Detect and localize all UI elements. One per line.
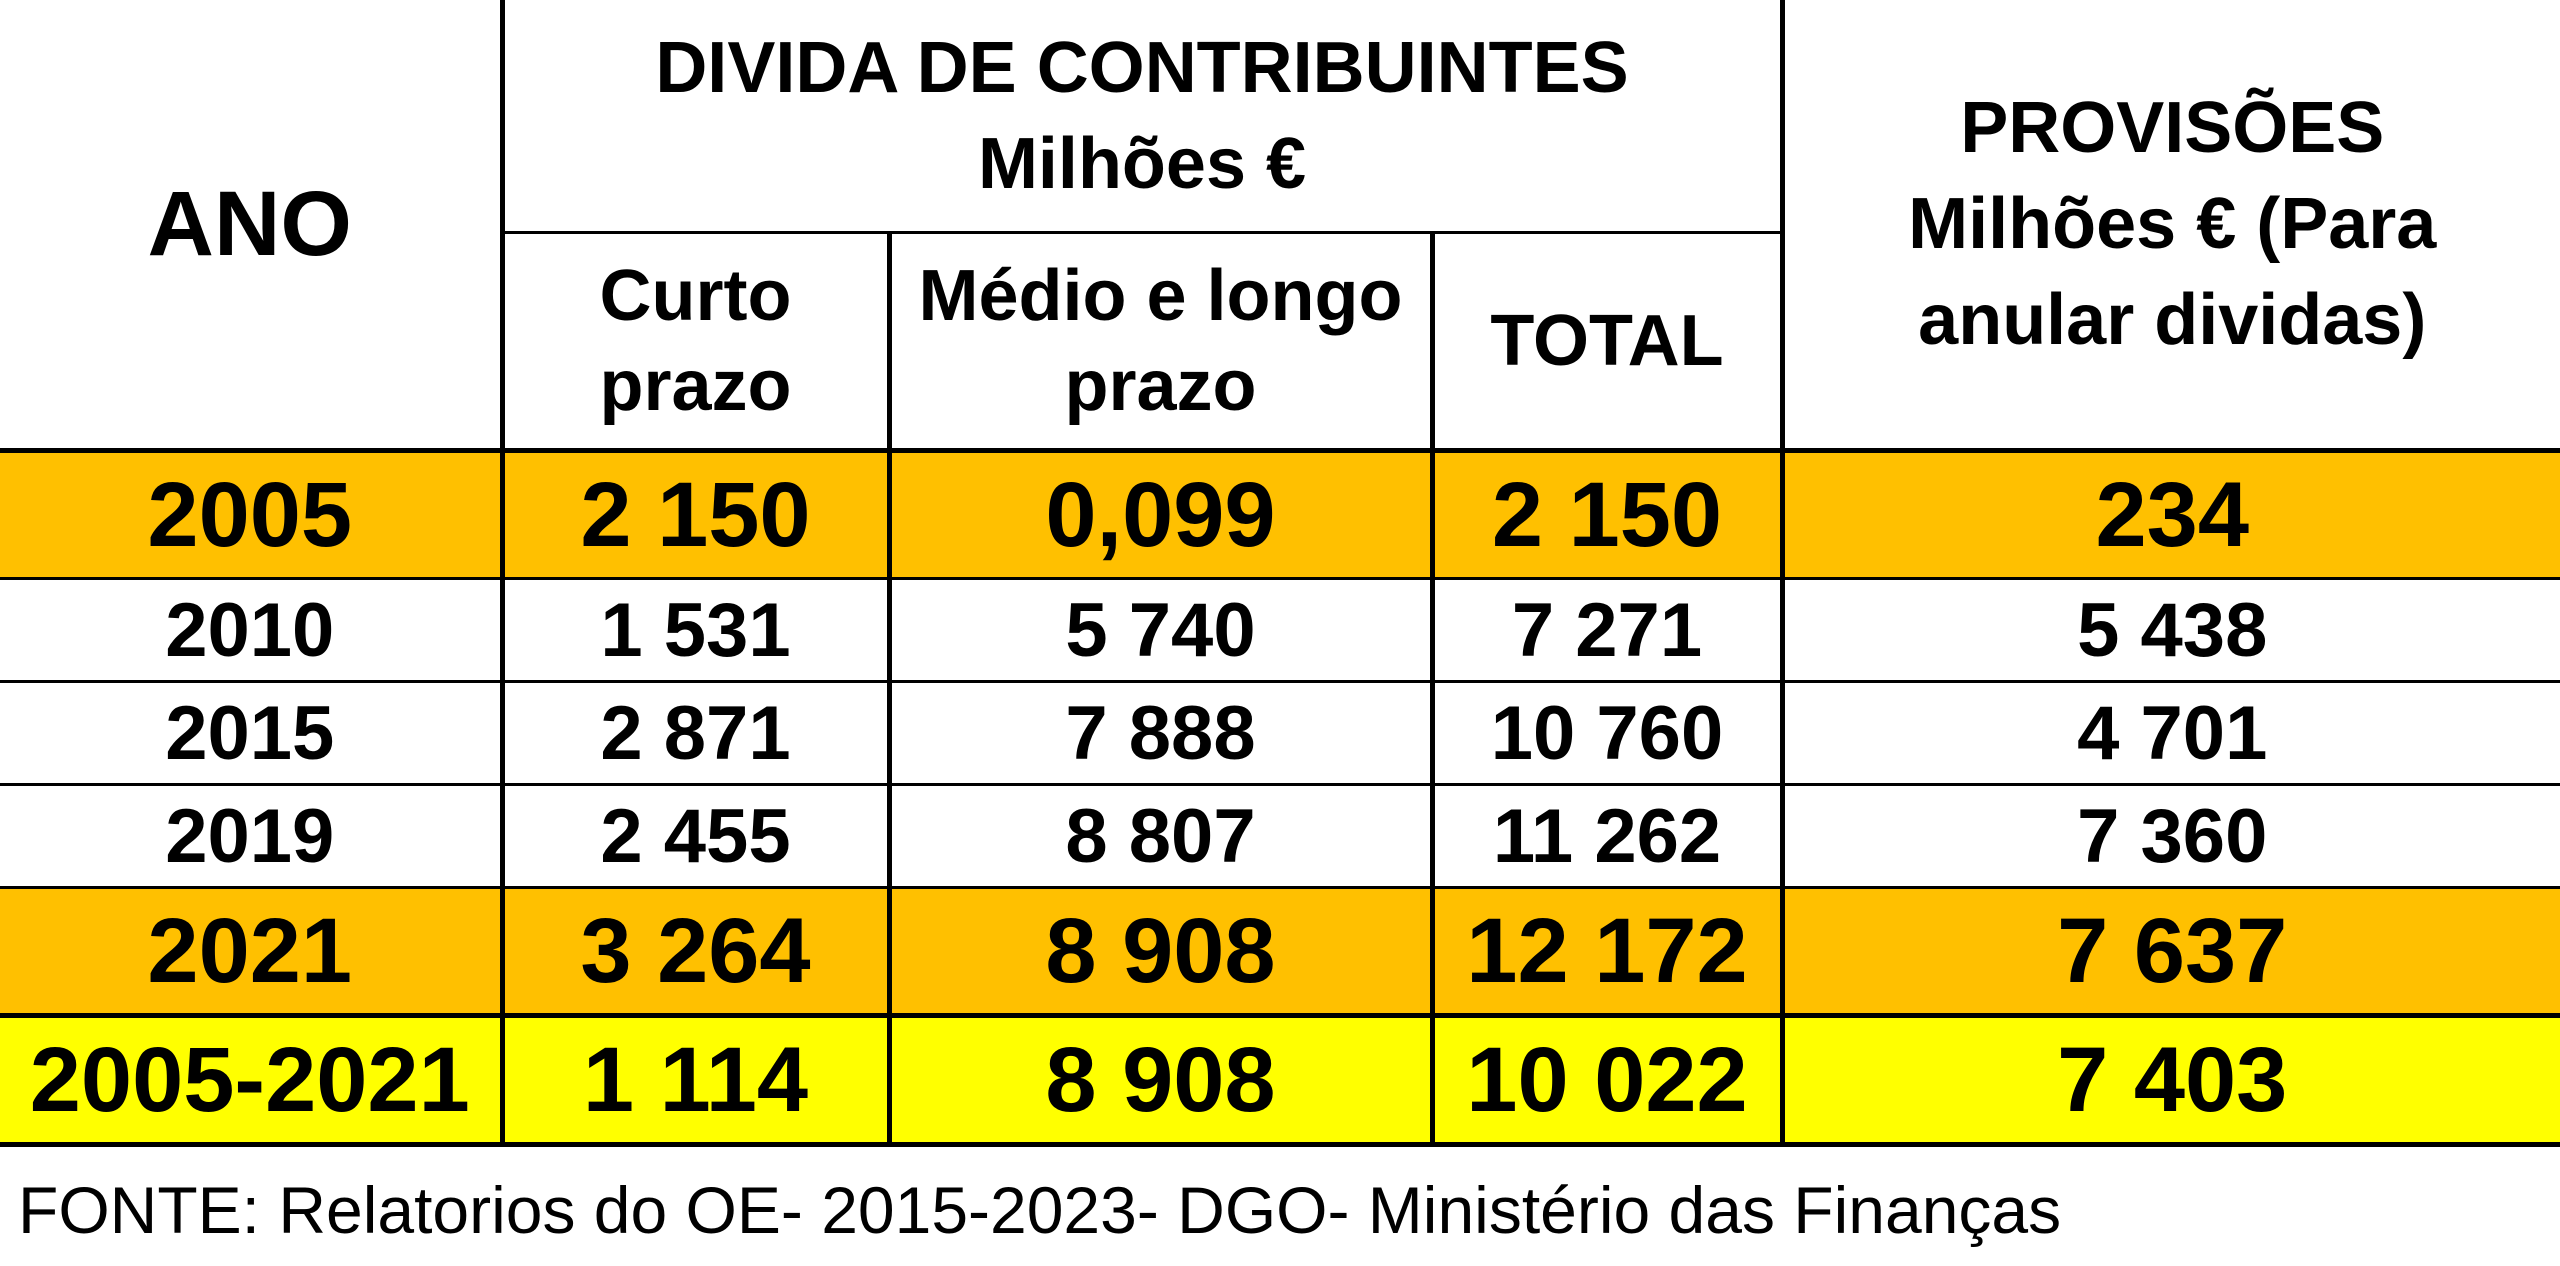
cell-medio: 5 740 <box>889 578 1435 683</box>
table-row: 2021 3 264 8 908 12 172 7 637 <box>0 887 2560 1018</box>
header-ano-label: ANO <box>147 172 352 275</box>
table-row: 2015 2 871 7 888 10 760 4 701 <box>0 681 2560 786</box>
cell-curto: 2 871 <box>502 681 892 786</box>
cell-ano: 2019 <box>0 784 505 889</box>
header-provisoes-title: PROVISÕES <box>1960 88 2385 168</box>
cell-medio: 8 908 <box>889 887 1435 1018</box>
cell-provisoes: 7 637 <box>1782 887 2560 1018</box>
cell-total: 12 172 <box>1432 887 1785 1018</box>
header-total-label: TOTAL <box>1490 301 1724 382</box>
header-ano: ANO <box>0 0 505 453</box>
cell-ano: 2005 <box>0 450 505 580</box>
cell-ano: 2021 <box>0 887 505 1018</box>
header-divida-title: DIVIDA DE CONTRIBUINTES <box>655 27 1629 108</box>
header-medio-line1: Médio e longo <box>918 256 1403 337</box>
cell-ano: 2015 <box>0 681 505 786</box>
header-row-top: ANO DIVIDA DE CONTRIBUINTES Milhões € PR… <box>0 0 2560 453</box>
cell-total: 7 271 <box>1432 578 1785 683</box>
cell-provisoes: 7 403 <box>1782 1015 2560 1147</box>
header-curto-line2: prazo <box>599 346 792 427</box>
header-divida-unit: Milhões € <box>977 123 1307 204</box>
header-provisoes-note: anular dividas) <box>1918 280 2427 360</box>
cell-provisoes: 234 <box>1782 450 2560 580</box>
header-curto-prazo: Curto prazo <box>502 232 892 453</box>
header-row-sub: Curto prazo Médio e longo prazo TOTAL <box>0 232 2560 453</box>
cell-provisoes: 5 438 <box>1782 578 2560 683</box>
cell-provisoes: 4 701 <box>1782 681 2560 786</box>
header-curto-line1: Curto <box>599 256 792 337</box>
cell-total: 10 760 <box>1432 681 1785 786</box>
debt-table: ANO DIVIDA DE CONTRIBUINTES Milhões € PR… <box>0 0 2560 1147</box>
cell-total: 2 150 <box>1432 450 1785 580</box>
cell-curto: 1 114 <box>502 1015 892 1147</box>
cell-medio: 0,099 <box>889 450 1435 580</box>
table-row: 2019 2 455 8 807 11 262 7 360 <box>0 784 2560 889</box>
header-provisoes-unit: Milhões € (Para <box>1908 184 2437 264</box>
table-row: 2010 1 531 5 740 7 271 5 438 <box>0 578 2560 683</box>
cell-total: 10 022 <box>1432 1015 1785 1147</box>
header-divida-group: DIVIDA DE CONTRIBUINTES Milhões € <box>502 0 1785 235</box>
cell-provisoes: 7 360 <box>1782 784 2560 889</box>
cell-medio: 8 807 <box>889 784 1435 889</box>
source-note: FONTE: Relatorios do OE- 2015-2023- DGO-… <box>18 1173 2062 1247</box>
cell-total: 11 262 <box>1432 784 1785 889</box>
header-medio-longo-prazo: Médio e longo prazo <box>889 232 1435 453</box>
cell-medio: 7 888 <box>889 681 1435 786</box>
cell-curto: 2 455 <box>502 784 892 889</box>
header-total: TOTAL <box>1432 232 1785 453</box>
cell-curto: 3 264 <box>502 887 892 1018</box>
header-provisoes: PROVISÕES Milhões € (Para anular dividas… <box>1782 0 2560 453</box>
table-row: 2005 2 150 0,099 2 150 234 <box>0 450 2560 580</box>
cell-ano: 2005-2021 <box>0 1015 505 1147</box>
cell-ano: 2010 <box>0 578 505 683</box>
cell-curto: 1 531 <box>502 578 892 683</box>
cell-medio: 8 908 <box>889 1015 1435 1147</box>
table-row-total: 2005-2021 1 114 8 908 10 022 7 403 <box>0 1015 2560 1147</box>
cell-curto: 2 150 <box>502 450 892 580</box>
header-medio-line2: prazo <box>1064 346 1257 427</box>
